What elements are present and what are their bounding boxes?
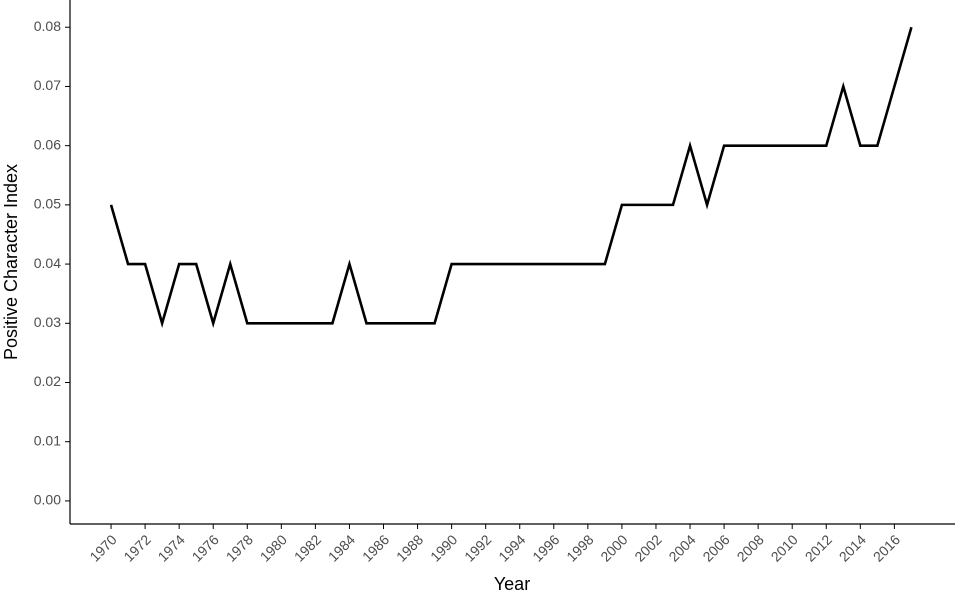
x-tick-label: 2002 bbox=[631, 531, 664, 564]
y-tick-label: 0.08 bbox=[34, 18, 61, 34]
x-tick-label: 1972 bbox=[120, 531, 153, 564]
x-tick-label: 1982 bbox=[291, 531, 324, 564]
data-line bbox=[109, 26, 913, 328]
y-tick-label: 0.06 bbox=[34, 136, 61, 152]
x-tick-label: 1998 bbox=[563, 531, 596, 564]
x-tick-label: 1984 bbox=[325, 531, 358, 564]
y-tick-label: 0.04 bbox=[34, 255, 61, 271]
y-tick-label: 0.01 bbox=[34, 432, 61, 448]
x-tick-label: 1990 bbox=[427, 531, 460, 564]
x-tick-label: 2006 bbox=[699, 531, 732, 564]
x-tick-label: 1986 bbox=[359, 531, 392, 564]
y-tick-label: 0.03 bbox=[34, 314, 61, 330]
x-tick-label: 1992 bbox=[461, 531, 494, 564]
x-tick-label: 2004 bbox=[665, 531, 698, 564]
x-tick-label: 1970 bbox=[86, 531, 119, 564]
x-tick-label: 1976 bbox=[189, 531, 222, 564]
x-tick-label: 2016 bbox=[870, 531, 903, 564]
y-tick-label: 0.05 bbox=[34, 196, 61, 212]
x-tick-label: 1994 bbox=[495, 531, 528, 564]
x-tick-label: 2014 bbox=[836, 531, 869, 564]
y-tick-label: 0.07 bbox=[34, 77, 61, 93]
x-tick-label: 2010 bbox=[768, 531, 801, 564]
y-axis-title: Positive Character Index bbox=[1, 164, 21, 360]
x-tick-label: 1978 bbox=[223, 531, 256, 564]
x-axis-title: Year bbox=[494, 574, 530, 594]
x-tick-label: 1980 bbox=[257, 531, 290, 564]
y-tick-label: 0.00 bbox=[34, 492, 61, 508]
x-tick-label: 2012 bbox=[802, 531, 835, 564]
x-tick-label: 1974 bbox=[155, 531, 188, 564]
x-tick-label: 2000 bbox=[597, 531, 630, 564]
x-tick-label: 1996 bbox=[529, 531, 562, 564]
y-tick-label: 0.02 bbox=[34, 373, 61, 389]
x-tick-label: 1988 bbox=[393, 531, 426, 564]
x-tick-label: 2008 bbox=[734, 531, 767, 564]
